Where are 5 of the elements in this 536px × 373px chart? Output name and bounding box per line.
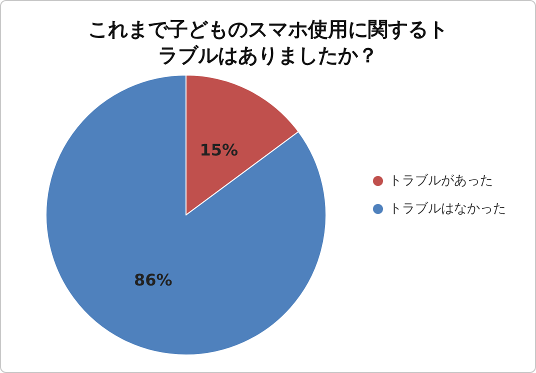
data-label: 86% bbox=[134, 270, 172, 290]
legend-label: トラブルがあった bbox=[389, 174, 493, 188]
chart-title: これまで子どものスマホ使用に関するトラブルはありましたか？ bbox=[88, 17, 448, 67]
legend-label: トラブルはなかった bbox=[389, 202, 506, 216]
data-label: 15% bbox=[200, 140, 238, 160]
